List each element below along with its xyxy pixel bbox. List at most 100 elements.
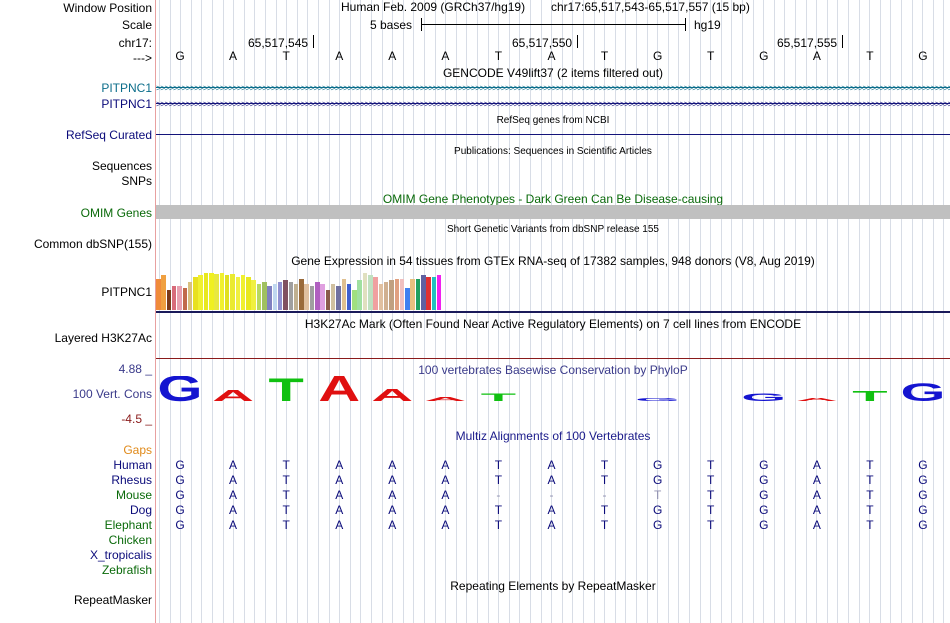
track-image[interactable]: Human Feb. 2009 (GRCh37/hg19) chr17:65,5…: [156, 0, 950, 623]
gtex-tissue-bar[interactable]: [256, 284, 262, 310]
gtex-tissue-bar[interactable]: [235, 277, 240, 310]
gtex-expression-bars[interactable]: [156, 272, 556, 310]
gtex-tissue-bar[interactable]: [299, 279, 304, 310]
species-label[interactable]: Elephant: [104, 518, 152, 532]
refseq-transcript[interactable]: [156, 134, 950, 135]
gtex-tissue-bar[interactable]: [309, 286, 315, 310]
gtex-tissue-bar[interactable]: [362, 273, 368, 310]
alignment-base: T: [282, 488, 290, 502]
gtex-tissue-bar[interactable]: [325, 290, 331, 310]
dbsnp-label[interactable]: Common dbSNP(155): [33, 237, 152, 251]
gtex-tissue-bar[interactable]: [230, 274, 235, 310]
gencode-item-label-1[interactable]: PITPNC1: [101, 81, 152, 95]
sequence-base: G: [652, 49, 663, 63]
gtex-tissue-bar[interactable]: [383, 282, 389, 310]
gtex-tissue-bar[interactable]: [378, 284, 384, 310]
omim-gene-bar[interactable]: [156, 205, 950, 219]
h3k27ac-label[interactable]: Layered H3K27Ac: [54, 331, 152, 345]
gtex-tissue-bar[interactable]: [262, 282, 267, 310]
species-label[interactable]: Zebrafish: [101, 563, 152, 577]
gencode-item-label-2[interactable]: PITPNC1: [101, 97, 152, 111]
gencode-transcript-1[interactable]: [156, 87, 950, 88]
gtex-tissue-bar[interactable]: [193, 277, 198, 310]
gtex-tissue-bar[interactable]: [177, 286, 182, 310]
gtex-tissue-bar[interactable]: [426, 277, 431, 310]
gtex-tissue-bar[interactable]: [357, 280, 362, 310]
gtex-tissue-bar[interactable]: [166, 290, 172, 310]
gtex-tissue-bar[interactable]: [288, 282, 293, 310]
alignment-base: G: [652, 458, 663, 472]
gtex-tissue-bar[interactable]: [214, 274, 219, 310]
species-label[interactable]: Mouse: [115, 488, 152, 502]
phylop-max-label: 4.88 _: [118, 362, 152, 376]
gtex-tissue-bar[interactable]: [187, 282, 193, 310]
species-label[interactable]: X_tropicalis: [89, 548, 152, 562]
gtex-tissue-bar[interactable]: [304, 284, 309, 310]
phylop-base-logo: G: [158, 376, 203, 409]
gtex-tissue-bar[interactable]: [156, 279, 161, 310]
phylop-title: 100 vertebrates Basewise Conservation by…: [418, 363, 688, 377]
gtex-tissue-bar[interactable]: [436, 275, 442, 310]
omim-genes-label[interactable]: OMIM Genes: [80, 206, 152, 220]
gtex-tissue-bar[interactable]: [330, 284, 336, 310]
species-label[interactable]: Human: [113, 458, 152, 472]
coord-1: 65,517,545: [248, 36, 309, 50]
species-label[interactable]: Dog: [129, 503, 152, 517]
multiz-title: Multiz Alignments of 100 Vertebrates: [455, 429, 651, 443]
alignment-base: A: [812, 503, 821, 517]
alignment-base: T: [707, 473, 715, 487]
gtex-tissue-bar[interactable]: [415, 279, 421, 310]
gtex-tissue-bar[interactable]: [421, 275, 426, 310]
gtex-tissue-bar[interactable]: [246, 277, 251, 310]
repeatmasker-label[interactable]: RepeatMasker: [73, 593, 152, 607]
scale-db: hg19: [694, 18, 721, 32]
gtex-tissue-bar[interactable]: [431, 277, 437, 310]
phylop-label[interactable]: 100 Vert. Cons: [72, 387, 152, 401]
alignment-base: A: [441, 458, 450, 472]
sequence-base: A: [441, 49, 450, 63]
gtex-tissue-bar[interactable]: [182, 288, 187, 310]
gtex-tissue-bar[interactable]: [373, 277, 378, 310]
gtex-tissue-bar[interactable]: [410, 279, 415, 310]
gtex-tissue-bar[interactable]: [389, 280, 394, 310]
gtex-tissue-bar[interactable]: [394, 279, 399, 310]
sequence-base: T: [600, 49, 609, 63]
gtex-tissue-bar[interactable]: [198, 275, 203, 310]
gencode-transcript-2[interactable]: [156, 103, 950, 104]
gtex-tissue-bar[interactable]: [283, 280, 288, 310]
gtex-tissue-bar[interactable]: [161, 275, 166, 310]
gtex-gene-label[interactable]: PITPNC1: [101, 285, 152, 299]
gtex-tissue-bar[interactable]: [399, 279, 405, 310]
gtex-tissue-bar[interactable]: [224, 275, 230, 310]
gtex-tissue-bar[interactable]: [352, 290, 357, 310]
sequence-base: A: [335, 49, 344, 63]
gtex-tissue-bar[interactable]: [171, 286, 177, 310]
gtex-tissue-bar[interactable]: [219, 273, 225, 310]
alignment-base: T: [866, 458, 874, 472]
phylop-base-logo: A: [212, 387, 254, 405]
gtex-tissue-bar[interactable]: [346, 284, 352, 310]
gtex-tissue-bar[interactable]: [272, 284, 278, 310]
gtex-tissue-bar[interactable]: [315, 282, 320, 310]
species-label[interactable]: Rhesus: [111, 473, 152, 487]
gtex-tissue-bar[interactable]: [293, 284, 299, 310]
alignment-base: A: [547, 473, 556, 487]
gtex-tissue-bar[interactable]: [277, 282, 283, 310]
gtex-tissue-bar[interactable]: [336, 286, 341, 310]
gtex-tissue-bar[interactable]: [251, 280, 256, 310]
gtex-tissue-bar[interactable]: [267, 286, 272, 310]
pubs-sequences-label[interactable]: Sequences: [91, 159, 152, 173]
alignment-base: A: [229, 488, 238, 502]
pubs-snps-label[interactable]: SNPs: [121, 174, 152, 188]
gtex-tissue-bar[interactable]: [240, 275, 246, 310]
gtex-tissue-bar[interactable]: [341, 279, 346, 310]
gtex-tissue-bar[interactable]: [203, 273, 209, 310]
gtex-tissue-bar[interactable]: [320, 284, 325, 310]
gtex-tissue-bar[interactable]: [405, 288, 410, 310]
alignment-base: G: [918, 458, 928, 472]
species-label[interactable]: Chicken: [108, 533, 152, 547]
gtex-tissue-bar[interactable]: [368, 275, 373, 310]
gtex-tissue-bar[interactable]: [209, 273, 214, 310]
refseq-curated-label[interactable]: RefSeq Curated: [65, 128, 152, 142]
